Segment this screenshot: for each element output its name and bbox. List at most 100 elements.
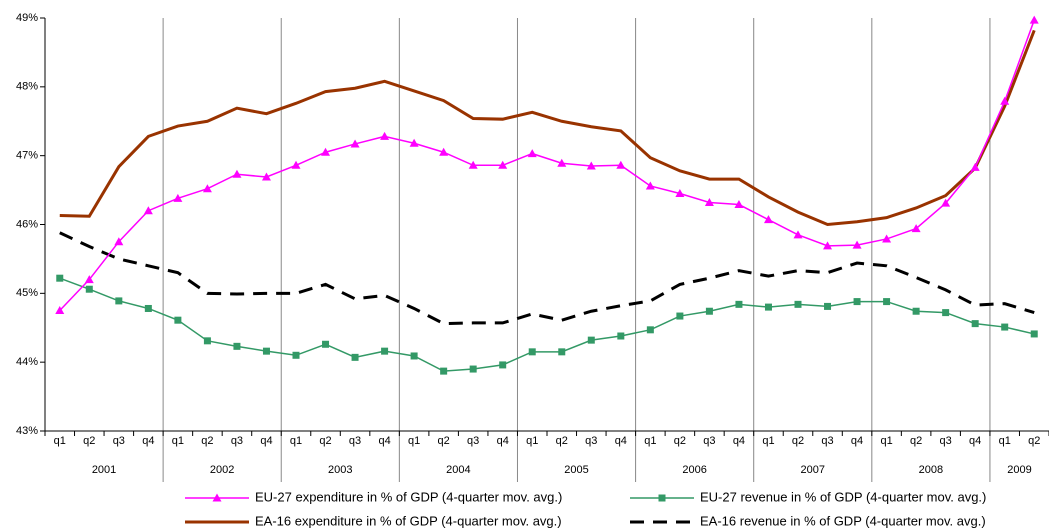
marker: [882, 234, 892, 243]
x-tick-label: q1: [762, 435, 774, 447]
x-tick-label: q2: [201, 435, 213, 447]
marker: [498, 160, 508, 169]
marker: [675, 189, 685, 198]
legend-label: EA-16 expenditure in % of GDP (4-quarter…: [255, 513, 562, 528]
x-tick-label: q1: [54, 435, 66, 447]
marker: [410, 352, 418, 360]
marker: [970, 162, 980, 171]
x-tick-label: q4: [851, 435, 863, 447]
marker: [232, 169, 242, 178]
x-tick-label: q3: [703, 435, 715, 447]
marker: [658, 494, 666, 502]
marker: [1030, 330, 1038, 338]
marker: [852, 240, 862, 249]
marker: [115, 297, 123, 305]
marker: [144, 304, 152, 312]
marker: [912, 307, 920, 315]
marker: [704, 197, 714, 206]
x-tick-label: q3: [585, 435, 597, 447]
marker: [824, 302, 832, 310]
marker: [793, 230, 803, 239]
marker: [499, 361, 507, 369]
marker: [350, 139, 360, 148]
x-tick-label: q2: [83, 435, 95, 447]
year-label: 2001: [92, 464, 116, 476]
x-tick-label: q3: [231, 435, 243, 447]
marker: [469, 365, 477, 373]
marker: [380, 131, 390, 140]
marker: [794, 300, 802, 308]
marker: [55, 306, 65, 315]
series-line: [59, 231, 1035, 326]
marker: [587, 336, 595, 344]
marker: [262, 347, 270, 355]
marker: [646, 326, 654, 334]
marker: [322, 340, 330, 348]
y-tick-label: 49%: [16, 12, 38, 24]
year-label: 2007: [801, 464, 825, 476]
marker: [557, 158, 567, 167]
marker: [616, 160, 626, 169]
marker: [292, 351, 300, 359]
marker: [261, 172, 271, 181]
x-tick-label: q2: [792, 435, 804, 447]
series-line: [59, 277, 1035, 372]
marker: [409, 138, 419, 147]
marker: [56, 274, 64, 282]
marker: [202, 184, 212, 193]
marker: [941, 198, 951, 207]
marker: [911, 224, 921, 233]
marker: [527, 149, 537, 158]
y-tick-label: 43%: [16, 425, 38, 437]
marker: [468, 160, 478, 169]
marker: [1000, 96, 1010, 105]
marker: [233, 342, 241, 350]
series-line: [59, 19, 1035, 312]
marker: [645, 181, 655, 190]
marker: [763, 215, 773, 224]
marker: [676, 312, 684, 320]
year-label: 2005: [564, 464, 588, 476]
marker: [173, 193, 183, 202]
x-tick-label: q2: [674, 435, 686, 447]
x-tick-label: q2: [556, 435, 568, 447]
marker: [1001, 323, 1009, 331]
x-tick-label: q2: [910, 435, 922, 447]
series-line: [59, 29, 1036, 227]
x-tick-label: q3: [467, 435, 479, 447]
marker: [321, 147, 331, 156]
y-tick-label: 44%: [16, 356, 38, 368]
y-tick-label: 47%: [16, 150, 38, 162]
x-tick-label: q1: [526, 435, 538, 447]
marker: [291, 160, 301, 169]
marker: [143, 206, 153, 215]
year-label: 2009: [1007, 464, 1031, 476]
marker: [439, 147, 449, 156]
marker: [764, 303, 772, 311]
year-label: 2008: [919, 464, 943, 476]
x-tick-label: q4: [615, 435, 627, 447]
x-tick-label: q1: [999, 435, 1011, 447]
marker: [440, 367, 448, 375]
x-tick-label: q3: [113, 435, 125, 447]
x-tick-label: q4: [142, 435, 154, 447]
x-tick-label: q1: [172, 435, 184, 447]
x-tick-label: q3: [821, 435, 833, 447]
x-tick-label: q4: [733, 435, 745, 447]
marker: [203, 337, 211, 345]
year-label: 2002: [210, 464, 234, 476]
marker: [174, 316, 182, 324]
x-tick-label: q4: [497, 435, 509, 447]
marker: [734, 200, 744, 209]
marker: [114, 237, 124, 246]
y-tick-label: 45%: [16, 287, 38, 299]
x-tick-label: q2: [1028, 435, 1040, 447]
marker: [883, 298, 891, 306]
marker: [351, 353, 359, 361]
marker: [381, 347, 389, 355]
marker: [853, 298, 861, 306]
legend-label: EU-27 expenditure in % of GDP (4-quarter…: [255, 489, 562, 504]
marker: [84, 275, 94, 284]
